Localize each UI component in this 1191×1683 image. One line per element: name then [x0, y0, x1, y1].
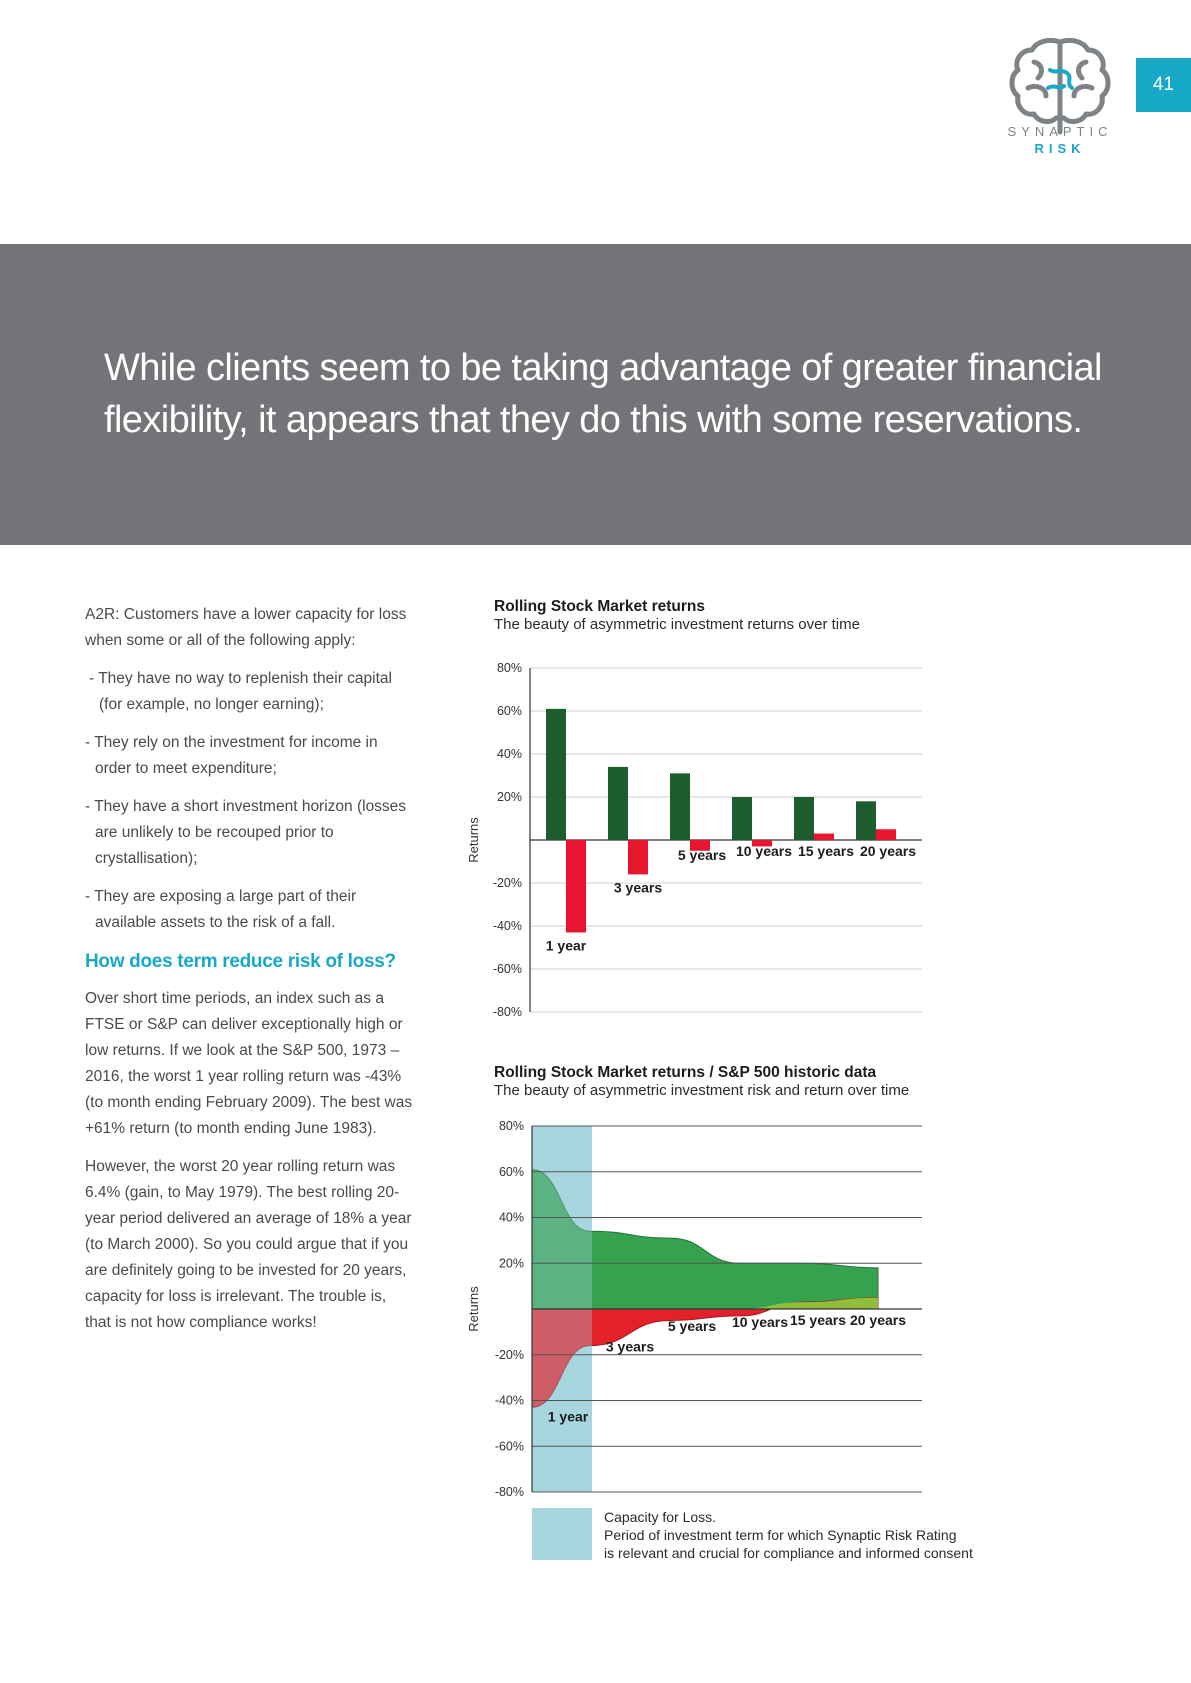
body-text-column: A2R: Customers have a lower capacity for…: [85, 602, 415, 1348]
y-tick-label: -60%: [493, 962, 522, 976]
area-category-label: 15 years: [790, 1312, 846, 1328]
bar-category-label: 1 year: [546, 937, 587, 953]
bullet-item: - They rely on the investment for income…: [85, 734, 378, 777]
y-tick-label: -20%: [495, 1348, 524, 1362]
intro-paragraph: A2R: Customers have a lower capacity for…: [85, 606, 407, 649]
chart1-subtitle: The beauty of asymmetric investment retu…: [494, 616, 860, 633]
legend-swatch-capacity: [532, 1508, 592, 1560]
area-best-returns: [531, 1168, 879, 1310]
bullet-item: - They have no way to replenish their ca…: [89, 670, 392, 713]
y-tick-label: 60%: [497, 704, 522, 718]
y-tick-label: -40%: [495, 1394, 524, 1408]
bar-worst-return: [814, 833, 834, 840]
legend-line-2: Period of investment term for which Syna…: [604, 1527, 956, 1543]
area-positive-worst-returns: [532, 1297, 878, 1309]
y-tick-label: 40%: [497, 747, 522, 761]
banner-line-1: While clients seem to be taking advantag…: [104, 347, 1102, 389]
area-category-label: 10 years: [732, 1314, 788, 1330]
banner-headline: While clients seem to be taking advantag…: [104, 342, 1104, 446]
banner-line-2: flexibility, it appears that they do thi…: [104, 399, 1083, 441]
y-tick-label: -40%: [493, 919, 522, 933]
bar-best-return: [794, 797, 814, 840]
y-axis-label: Returns: [466, 817, 481, 863]
charts-panel: Rolling Stock Market returns The beauty …: [460, 596, 1140, 1596]
bar-category-label: 20 years: [860, 843, 916, 859]
bar-category-label: 10 years: [736, 843, 792, 859]
body-paragraph-2: However, the worst 20 year rolling retur…: [85, 1158, 412, 1331]
logo-wordmark-risk: RISK: [1034, 141, 1086, 156]
y-tick-label: 40%: [499, 1211, 524, 1225]
bar-worst-return: [876, 829, 896, 840]
bar-worst-return: [690, 840, 710, 851]
y-tick-label: 20%: [499, 1256, 524, 1270]
bar-category-label: 3 years: [614, 879, 662, 895]
y-tick-label: 20%: [497, 790, 522, 804]
area-category-label: 5 years: [668, 1318, 716, 1334]
bar-chart: 80% 60% 40% 20% -20% -40% -60% -80% Returns 1 yea…: [466, 661, 922, 1019]
area-worst-returns: [531, 1297, 879, 1408]
y-tick-label: 80%: [499, 1119, 524, 1133]
logo-wordmark-synaptic: SYNAPTIC: [1007, 124, 1113, 139]
bullet-item: - They are exposing a large part of thei…: [85, 888, 357, 931]
chart2-title: Rolling Stock Market returns / S&P 500 h…: [494, 1064, 877, 1081]
y-tick-label: -80%: [495, 1485, 524, 1499]
chart1-title: Rolling Stock Market returns: [494, 598, 706, 615]
area-category-label: 3 years: [606, 1339, 654, 1355]
y-tick-label: 60%: [499, 1165, 524, 1179]
bar-worst-return: [566, 840, 586, 933]
bar-best-return: [856, 801, 876, 840]
area-category-label: 1 year: [548, 1408, 589, 1424]
section-heading: How does term reduce risk of loss?: [85, 951, 396, 972]
area-category-label: 20 years: [850, 1312, 906, 1328]
bar-category-label: 15 years: [798, 843, 854, 859]
bar-best-return: [546, 708, 566, 840]
bar-best-return: [670, 773, 690, 840]
y-tick-label: -80%: [493, 1005, 522, 1019]
y-axis-label: Returns: [466, 1286, 481, 1332]
headline-banner: While clients seem to be taking advantag…: [0, 244, 1191, 545]
legend-line-3: is relevant and crucial for compliance a…: [604, 1545, 973, 1561]
bullet-item: - They have a short investment horizon (…: [85, 798, 407, 867]
bar-category-label: 5 years: [678, 847, 726, 863]
area-chart: 80% 60% 40% 20% -20% -40% -60% -80% Returns 1 yea…: [466, 1119, 973, 1561]
chart2-subtitle: The beauty of asymmetric investment risk…: [494, 1082, 910, 1099]
legend-line-1: Capacity for Loss.: [604, 1509, 716, 1525]
bar-worst-return: [752, 840, 772, 847]
bar-best-return: [732, 797, 752, 840]
y-tick-label: -20%: [493, 876, 522, 890]
page-number: 41: [1136, 58, 1191, 112]
brain-icon: [1009, 37, 1111, 135]
bar-best-return: [608, 766, 628, 840]
body-paragraph-1: Over short time periods, an index such a…: [85, 990, 413, 1137]
bar-worst-return: [628, 840, 648, 875]
y-tick-label: -60%: [495, 1439, 524, 1453]
y-tick-label: 80%: [497, 661, 522, 675]
